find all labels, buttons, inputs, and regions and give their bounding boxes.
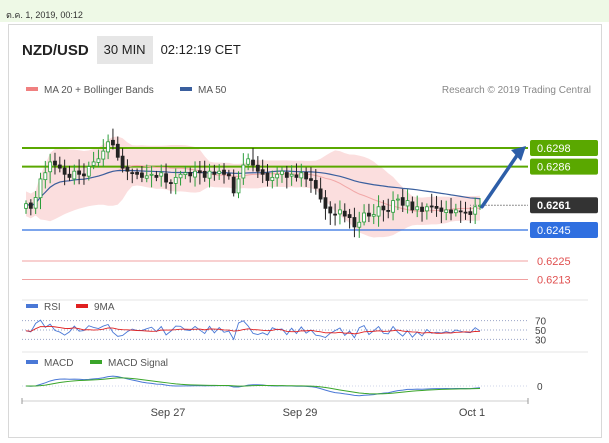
rsi-legend-label: RSI	[44, 302, 61, 313]
macd-tick-zero: 0	[537, 382, 543, 393]
projection-arrow-line	[482, 154, 518, 207]
x-tick-label-oct1: Oct 1	[459, 407, 485, 419]
macd-panel: 0	[22, 376, 543, 396]
macd-legend-swatch	[26, 360, 38, 364]
research-credit: Research © 2019 Trading Central	[442, 85, 591, 96]
level-label-resistance-1: 0.6286	[537, 162, 571, 174]
level-label-support-3: 0.6245	[537, 225, 571, 237]
ma50-legend-swatch	[180, 87, 192, 91]
rsi-tick-30: 30	[535, 335, 547, 346]
level-label-current: 0.6261	[537, 200, 571, 212]
rsi-legend-swatch	[26, 304, 38, 308]
macd-legend-label: MACD	[44, 358, 73, 369]
macd-signal-legend-label: MACD Signal	[108, 358, 168, 369]
level-label-target-4: 0.6225	[537, 256, 571, 268]
rsi-panel: 705030	[22, 317, 547, 347]
rsi-ma-legend-label: 9MA	[94, 302, 115, 313]
x-tick-label-sep27: Sep 27	[151, 407, 186, 419]
level-label-target-5: 0.6213	[537, 275, 571, 287]
level-label-resistance-0: 0.6298	[537, 143, 571, 155]
level-labels: 0.6298 0.6286 0.6261 0.6245 0.6225 0.6213	[530, 140, 598, 287]
projection	[482, 146, 526, 207]
bollinger-legend-swatch	[26, 87, 38, 91]
rsi-ma-legend-swatch	[76, 304, 88, 308]
macd-signal-legend-swatch	[90, 360, 102, 364]
bollinger-legend-label: MA 20 + Bollinger Bands	[44, 85, 154, 96]
x-tick-label-sep29: Sep 29	[283, 407, 318, 419]
ma50-legend-label: MA 50	[198, 85, 227, 96]
